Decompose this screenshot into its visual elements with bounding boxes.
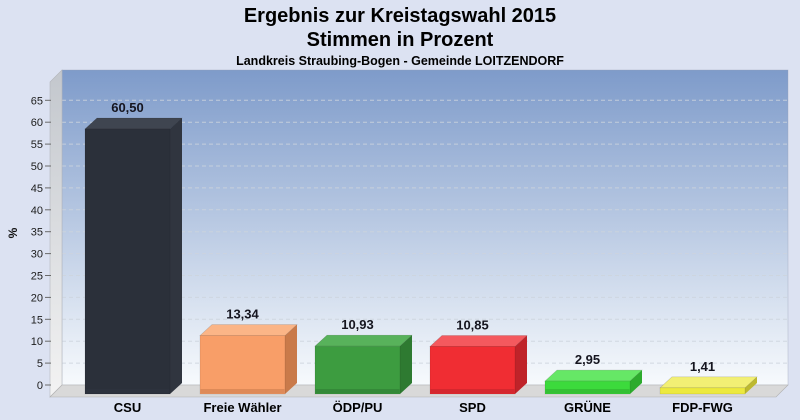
chart-subtitle: Stimmen in Prozent	[306, 29, 494, 51]
y-tick-label: 5	[37, 358, 43, 370]
bar-category-label: ÖDP/PU	[333, 400, 383, 415]
bar-category-label: CSU	[114, 400, 141, 415]
y-tick-label: 0	[37, 380, 43, 392]
bar-value-label: 1,41	[690, 359, 715, 374]
bar-foot-shade	[545, 389, 630, 394]
bar--dp-pu	[314, 334, 413, 395]
y-tick-label: 65	[31, 95, 43, 107]
bar-side-face	[400, 335, 412, 394]
bar-front-face	[429, 346, 516, 395]
bar-front-face	[84, 128, 171, 395]
chart-region-label: Landkreis Straubing-Bogen - Gemeinde LOI…	[236, 54, 564, 68]
bar-side-face	[745, 376, 757, 394]
bar-front-face	[659, 387, 746, 395]
bar-front-face	[199, 335, 286, 395]
bar-top-face	[84, 117, 183, 130]
bar-top-face	[659, 376, 758, 389]
bar-top-face	[199, 324, 298, 336]
bar-top-face	[314, 334, 413, 347]
bar-fdp-fwg	[659, 376, 758, 395]
bar-top-face	[429, 335, 528, 347]
chart-title: Ergebnis zur Kreistagswahl 2015	[243, 5, 557, 27]
bar-foot-shade	[430, 389, 515, 394]
plot-left-wall	[49, 69, 63, 398]
bar-foot-shade	[315, 389, 400, 394]
y-tick-label: 30	[31, 249, 43, 261]
bar-value-label: 2,95	[575, 352, 600, 367]
bar-side-face	[170, 118, 182, 394]
y-axis-label: %	[6, 227, 20, 238]
y-tick-label: 40	[31, 205, 43, 217]
bar-foot-shade	[200, 389, 285, 394]
bar-value-label: 60,50	[111, 100, 144, 115]
bar-gr-ne	[544, 369, 643, 395]
bar-freie-w-hler	[199, 324, 298, 395]
bar-category-label: GRÜNE	[564, 400, 611, 415]
bar-csu	[84, 117, 183, 395]
chart-header: Ergebnis zur Kreistagswahl 2015 Stimmen …	[0, 4, 800, 69]
y-tick-label: 20	[31, 292, 43, 304]
y-tick-label: 60	[31, 117, 43, 129]
bar-front-face	[314, 345, 401, 395]
bar-value-label: 10,93	[341, 317, 374, 332]
y-tick-label: 15	[31, 314, 43, 326]
y-tick-label: 45	[31, 183, 43, 195]
bar-spd	[429, 335, 528, 395]
bar-category-label: FDP-FWG	[672, 400, 733, 415]
bar-category-label: Freie Wähler	[203, 400, 281, 415]
bar-side-face	[515, 335, 527, 394]
y-tick-label: 25	[31, 271, 43, 283]
y-tick-label: 50	[31, 161, 43, 173]
y-tick-label: 10	[31, 336, 43, 348]
bar-top-face	[544, 369, 643, 382]
bar-side-face	[285, 324, 297, 394]
bar-foot-shade	[85, 389, 170, 394]
y-tick-label: 35	[31, 227, 43, 239]
y-tick-label: 55	[31, 139, 43, 151]
bar-value-label: 10,85	[456, 317, 489, 332]
bar-value-label: 13,34	[226, 307, 259, 322]
bar-side-face	[630, 370, 642, 394]
bar-category-label: SPD	[459, 400, 486, 415]
